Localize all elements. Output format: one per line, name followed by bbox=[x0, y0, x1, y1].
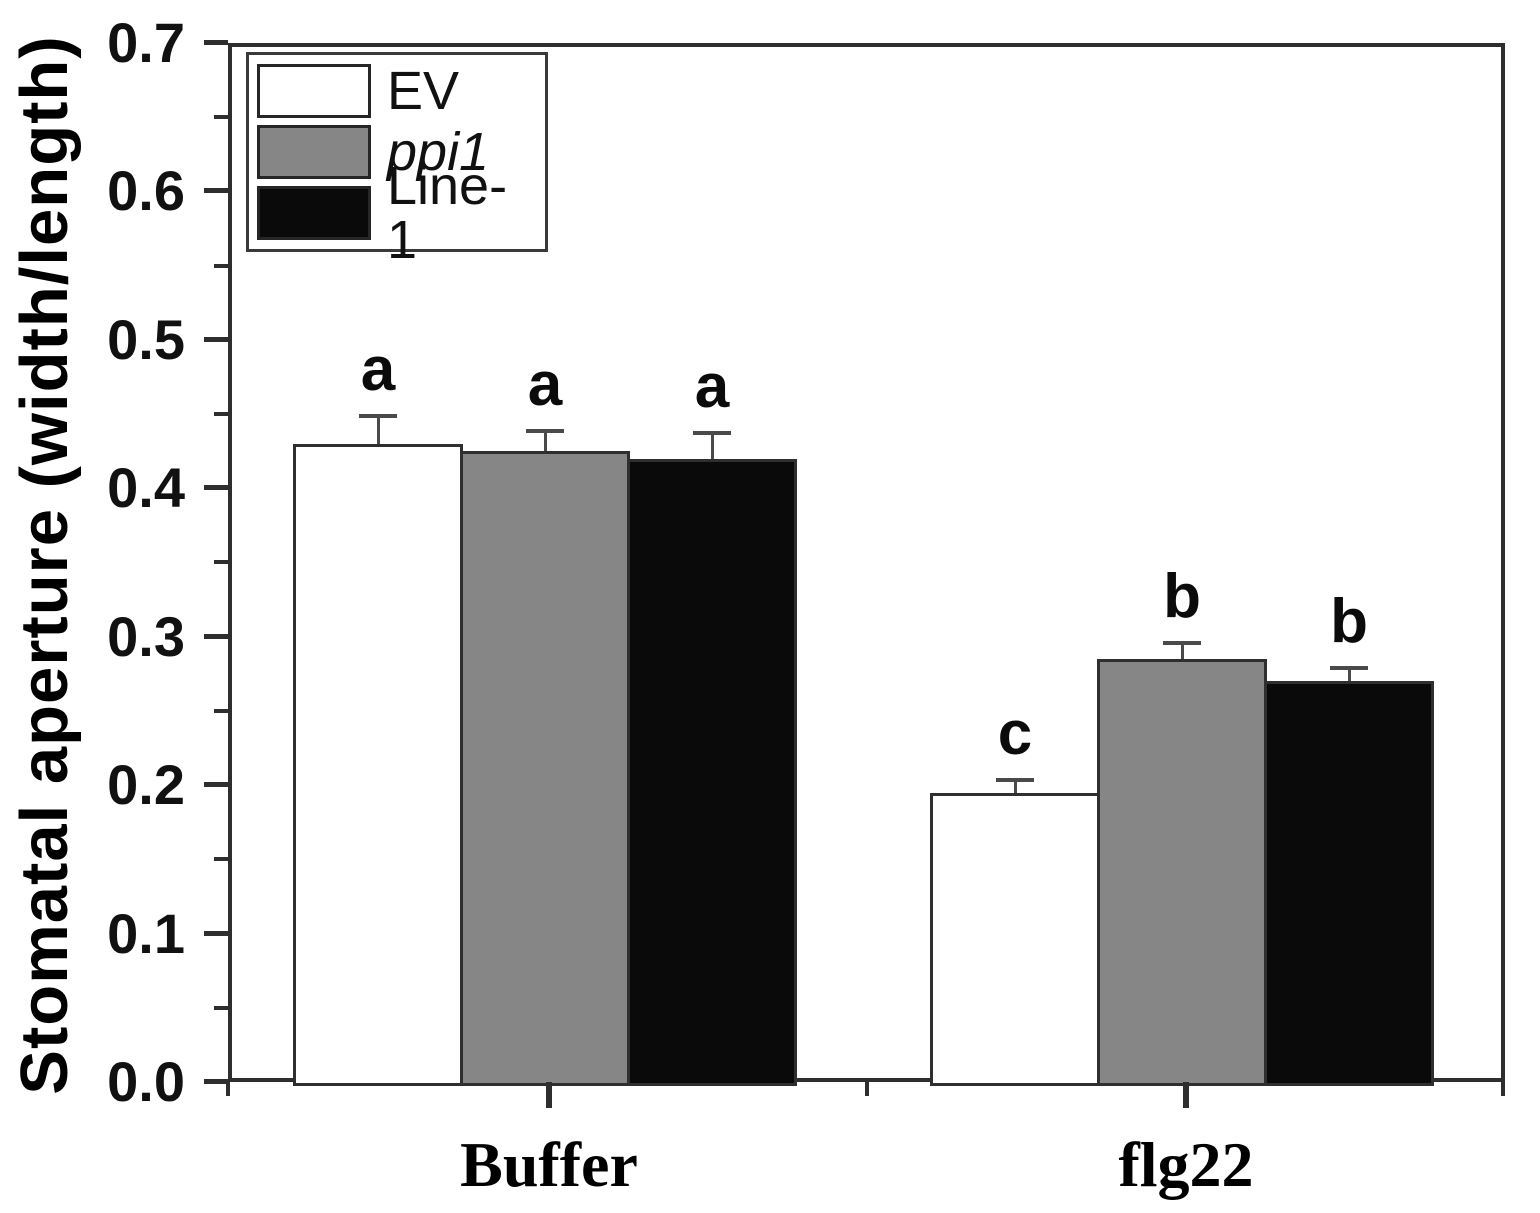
y-minor-tick bbox=[214, 115, 228, 119]
significance-letter: a bbox=[527, 350, 563, 419]
x-major-tick bbox=[546, 1082, 552, 1108]
significance-letter: c bbox=[997, 699, 1033, 768]
error-bar-cap bbox=[1163, 641, 1201, 645]
legend-label-line1: Line-1 bbox=[387, 156, 508, 270]
y-minor-tick bbox=[214, 412, 228, 416]
y-tick-label: 0.4 bbox=[107, 456, 185, 519]
y-minor-tick bbox=[214, 560, 228, 564]
bar-ev-flg22 bbox=[930, 793, 1100, 1086]
y-tick-label: 0.6 bbox=[107, 159, 185, 222]
y-tick-label: 0.0 bbox=[107, 1050, 185, 1113]
legend-label-ev: EV bbox=[387, 61, 460, 121]
y-tick-label: 0.1 bbox=[107, 902, 185, 965]
y-major-tick bbox=[204, 188, 228, 193]
error-bar-stem bbox=[543, 432, 547, 451]
y-minor-tick bbox=[214, 709, 228, 713]
x-minor-tick bbox=[226, 1082, 230, 1096]
error-bar-stem bbox=[1347, 669, 1351, 681]
y-tick-label: 0.7 bbox=[107, 11, 185, 74]
error-bar-cap bbox=[693, 431, 731, 435]
error-bar-stem bbox=[1180, 644, 1184, 659]
y-major-tick bbox=[204, 782, 228, 787]
significance-letter: b bbox=[1330, 587, 1368, 656]
legend-row-ev: EV bbox=[257, 62, 537, 120]
x-label-flg22: flg22 bbox=[1118, 1129, 1254, 1200]
plot-area: a c a b a b EV ppi1 Line-1 bbox=[228, 43, 1505, 1086]
legend-swatch-line1 bbox=[257, 186, 371, 240]
x-major-tick bbox=[1183, 1082, 1189, 1108]
bar-ev-buffer bbox=[293, 444, 463, 1086]
error-bar-stem bbox=[710, 434, 714, 459]
significance-letter: a bbox=[694, 352, 730, 421]
legend-swatch-ppi1 bbox=[257, 125, 371, 179]
y-major-tick bbox=[204, 931, 228, 936]
bar-line-1-buffer bbox=[627, 459, 797, 1086]
error-bar-stem bbox=[1013, 781, 1017, 793]
y-major-tick bbox=[204, 1079, 228, 1084]
y-minor-tick bbox=[214, 1006, 228, 1010]
bar-line-1-flg22 bbox=[1264, 681, 1434, 1086]
legend-label-ppi1: ppi1 bbox=[387, 122, 490, 182]
legend: EV ppi1 Line-1 bbox=[246, 52, 548, 267]
y-major-tick bbox=[204, 337, 228, 342]
legend-row-line1: Line-1 bbox=[257, 159, 537, 267]
x-minor-tick bbox=[1501, 1082, 1505, 1096]
error-bar-cap bbox=[1330, 666, 1368, 670]
y-major-tick bbox=[204, 485, 228, 490]
bar-ppi1-flg22 bbox=[1097, 659, 1267, 1086]
significance-letter: a bbox=[360, 335, 396, 404]
legend-swatch-ev bbox=[257, 64, 371, 118]
x-minor-tick bbox=[865, 1082, 869, 1096]
error-bar-cap bbox=[526, 429, 564, 433]
y-major-tick bbox=[204, 40, 228, 45]
error-bar-stem bbox=[376, 417, 380, 444]
error-bar-cap bbox=[996, 778, 1034, 782]
error-bar-cap bbox=[359, 414, 397, 418]
y-tick-label: 0.5 bbox=[107, 308, 185, 371]
bar-ppi1-buffer bbox=[460, 451, 630, 1086]
y-minor-tick bbox=[214, 857, 228, 861]
y-tick-label: 0.2 bbox=[107, 753, 185, 816]
y-tick-label: 0.3 bbox=[107, 605, 185, 668]
significance-letter: b bbox=[1163, 562, 1201, 631]
y-minor-tick bbox=[214, 264, 228, 268]
x-label-buffer: Buffer bbox=[460, 1129, 638, 1200]
y-major-tick bbox=[204, 634, 228, 639]
legend-row-ppi1: ppi1 bbox=[257, 123, 537, 181]
